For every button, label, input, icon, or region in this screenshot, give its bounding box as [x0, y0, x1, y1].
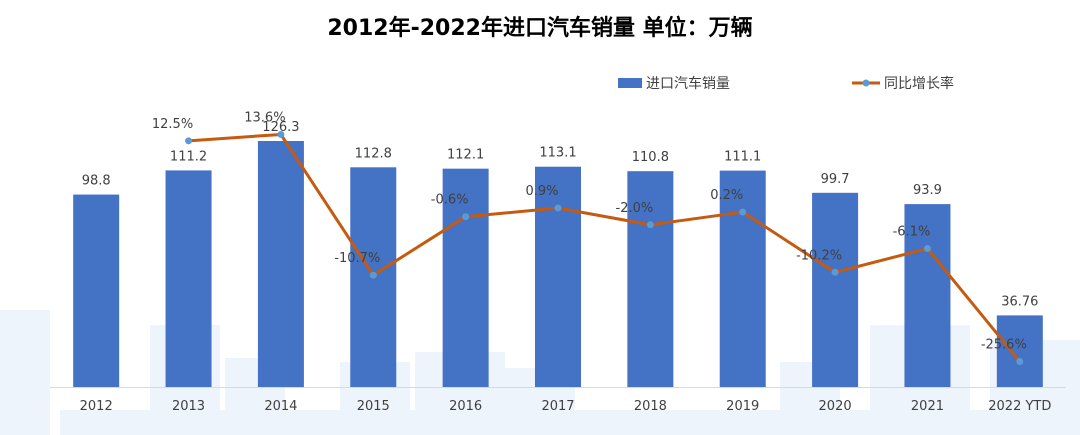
- bar-value-label: 111.1: [724, 150, 761, 165]
- bar: [442, 168, 489, 387]
- legend-line-label: 同比增长率: [884, 75, 954, 92]
- x-tick-label: 2018: [634, 399, 667, 414]
- line-point: [185, 137, 193, 145]
- x-tick-label: 2016: [449, 399, 482, 414]
- legend-bar-swatch: [618, 78, 642, 88]
- line-point: [369, 271, 377, 279]
- bar: [257, 141, 304, 387]
- x-tick-label: 2017: [541, 399, 574, 414]
- bar-value-label: 112.1: [447, 148, 484, 163]
- x-tick-label: 2021: [911, 399, 944, 414]
- growth-rate-label: -25.6%: [981, 338, 1027, 353]
- growth-rate-label: 12.5%: [152, 117, 193, 132]
- legend-line-marker: [862, 79, 870, 87]
- line-point: [923, 245, 931, 253]
- line-point: [462, 213, 470, 221]
- line-point: [554, 204, 562, 212]
- bar-value-label: 98.8: [82, 174, 111, 189]
- chart-title: 2012年-2022年进口汽车销量 单位：万辆: [327, 16, 753, 41]
- growth-rate-label: -10.2%: [796, 248, 842, 263]
- x-tick-label: 2015: [357, 399, 390, 414]
- bar-value-label: 113.1: [539, 146, 576, 161]
- x-tick-label: 2022 YTD: [988, 399, 1051, 414]
- growth-rate-label: 13.6%: [244, 110, 285, 125]
- bar-value-label: 110.8: [632, 150, 669, 165]
- background-block: [60, 410, 1060, 435]
- background-block: [0, 310, 50, 435]
- bar: [165, 170, 212, 387]
- bar-value-label: 126.3: [262, 120, 299, 135]
- growth-rate-label: 0.2%: [710, 188, 743, 203]
- x-tick-label: 2019: [726, 399, 759, 414]
- bar-value-label: 112.8: [355, 146, 392, 161]
- bar-value-label: 93.9: [913, 183, 942, 198]
- bar: [627, 171, 674, 387]
- line-point: [277, 130, 285, 138]
- bar: [535, 166, 581, 387]
- growth-rate-label: 0.9%: [525, 184, 558, 199]
- bar-value-label: 99.7: [821, 172, 850, 187]
- x-tick-label: 2013: [172, 399, 205, 414]
- x-tick-label: 2012: [80, 399, 113, 414]
- bar: [812, 192, 859, 387]
- growth-rate-label: -6.1%: [893, 225, 931, 240]
- x-tick-label: 2020: [819, 399, 852, 414]
- growth-rate-label: -0.6%: [431, 193, 469, 208]
- bar-value-label: 111.2: [170, 149, 207, 164]
- bar: [904, 204, 951, 387]
- x-tick-label: 2014: [264, 399, 297, 414]
- line-point: [739, 208, 747, 216]
- bar: [719, 170, 766, 387]
- bar: [73, 194, 120, 387]
- bar-value-label: 36.76: [1001, 294, 1038, 309]
- legend-bar-label: 进口汽车销量: [646, 75, 730, 92]
- bar: [996, 315, 1043, 387]
- growth-rate-label: -10.7%: [334, 251, 380, 266]
- growth-rate-label: -2.0%: [616, 201, 654, 216]
- growth-rate-line: [188, 132, 1021, 363]
- line-point: [646, 221, 654, 229]
- line-point: [1016, 358, 1024, 366]
- line-point: [831, 268, 839, 276]
